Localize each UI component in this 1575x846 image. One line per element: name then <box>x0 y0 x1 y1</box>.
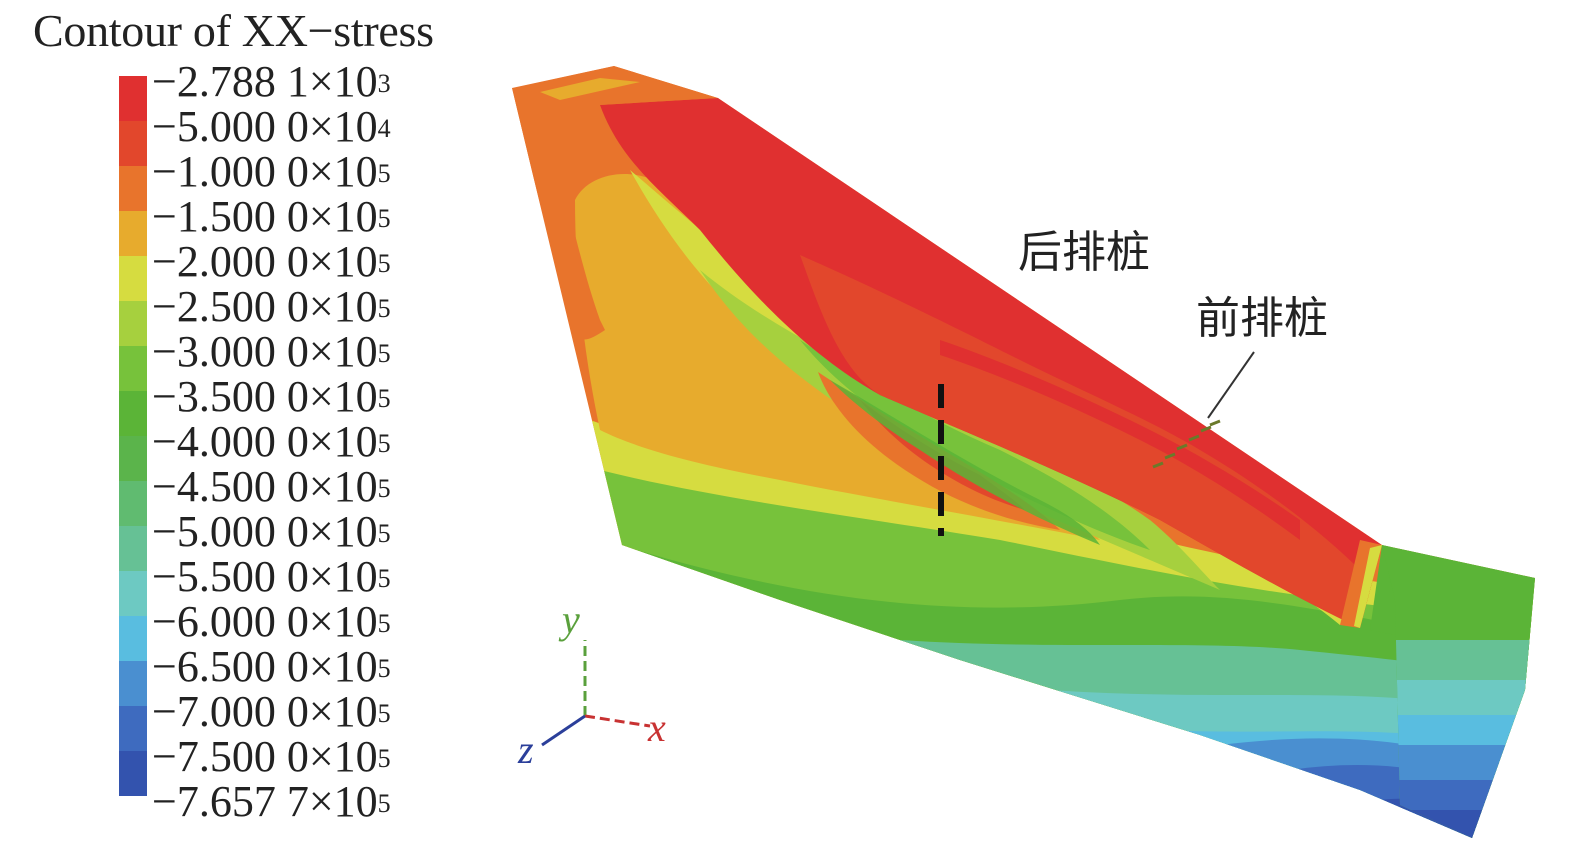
legend-label-mantissa: −7.657 7×10 <box>152 777 378 826</box>
legend-swatch-2 <box>119 166 147 211</box>
legend-label-mantissa: −6.500 0×10 <box>152 642 378 691</box>
front-pile-row <box>1152 419 1221 469</box>
legend-label-2: −1.000 0×105 <box>152 150 391 194</box>
legend-label-mantissa: −1.000 0×10 <box>152 147 378 196</box>
legend-label-mantissa: −6.000 0×10 <box>152 597 378 646</box>
legend-label-11: −5.500 0×105 <box>152 555 391 599</box>
legend-label-12: −6.000 0×105 <box>152 600 391 644</box>
legend-swatch-4 <box>119 256 147 301</box>
legend-labels: −2.788 1×103 −5.000 0×104 −1.000 0×105 −1.5… <box>152 60 472 824</box>
legend-label-exponent: 5 <box>377 564 391 593</box>
legend-label-exponent: 5 <box>377 789 391 818</box>
legend-label-mantissa: −5.500 0×10 <box>152 552 378 601</box>
legend-label-exponent: 5 <box>377 339 391 368</box>
legend-label-exponent: 5 <box>377 159 391 188</box>
legend-label-1: −5.000 0×104 <box>152 105 391 149</box>
legend-swatch-7 <box>119 391 147 436</box>
legend-label-5: −2.500 0×105 <box>152 285 391 329</box>
x-axis-line <box>584 714 651 728</box>
legend-swatch-12 <box>119 616 147 661</box>
legend-label-exponent: 5 <box>377 609 391 638</box>
legend-color-bar <box>119 76 147 796</box>
legend-label-15: −7.500 0×105 <box>152 735 391 779</box>
legend-label-exponent: 5 <box>377 699 391 728</box>
legend-label-exponent: 5 <box>377 744 391 773</box>
legend-label-14: −7.000 0×105 <box>152 690 391 734</box>
axis-x-label: x <box>648 705 666 750</box>
legend-label-mantissa: −5.000 0×10 <box>152 507 378 556</box>
legend-swatch-11 <box>119 571 147 616</box>
legend-label-6: −3.000 0×105 <box>152 330 391 374</box>
front-piles-label: 前排桩 <box>1196 293 1328 344</box>
legend-swatch-13 <box>119 661 147 706</box>
legend-swatch-15 <box>119 751 147 796</box>
legend-label-exponent: 5 <box>377 204 391 233</box>
legend-label-exponent: 5 <box>377 384 391 413</box>
legend-label-10: −5.000 0×105 <box>152 510 391 554</box>
legend-label-exponent: 5 <box>377 294 391 323</box>
legend-label-mantissa: −3.500 0×10 <box>152 372 378 421</box>
legend-label-exponent: 5 <box>377 654 391 683</box>
legend-label-exponent: 5 <box>377 249 391 278</box>
legend-label-mantissa: −5.000 0×10 <box>152 102 378 151</box>
legend-swatch-14 <box>119 706 147 751</box>
legend-label-mantissa: −4.000 0×10 <box>152 417 378 466</box>
axis-z-label: z <box>518 727 534 772</box>
legend-label-9: −4.500 0×105 <box>152 465 391 509</box>
legend-label-exponent: 3 <box>377 69 391 98</box>
legend-label-8: −4.000 0×105 <box>152 420 391 464</box>
legend-label-mantissa: −7.500 0×10 <box>152 732 378 781</box>
legend-label-13: −6.500 0×105 <box>152 645 391 689</box>
legend-label-0: −2.788 1×103 <box>152 60 391 104</box>
legend-label-mantissa: −2.788 1×10 <box>152 57 378 106</box>
legend-label-mantissa: −3.000 0×10 <box>152 327 378 376</box>
legend-label-4: −2.000 0×105 <box>152 240 391 284</box>
legend-label-exponent: 4 <box>377 114 391 143</box>
legend-swatch-3 <box>119 211 147 256</box>
legend-label-exponent: 5 <box>377 519 391 548</box>
legend-label-mantissa: −1.500 0×10 <box>152 192 378 241</box>
legend-label-7: −3.500 0×105 <box>152 375 391 419</box>
legend-swatch-8 <box>119 436 147 481</box>
legend-label-mantissa: −7.000 0×10 <box>152 687 378 736</box>
slope-side-face <box>1382 545 1535 838</box>
legend-swatch-10 <box>119 526 147 571</box>
legend-label-mantissa: −2.000 0×10 <box>152 237 378 286</box>
legend-label-exponent: 5 <box>377 429 391 458</box>
front-pile-leader-line <box>1207 351 1255 419</box>
legend-label-mantissa: −2.500 0×10 <box>152 282 378 331</box>
legend-label-16: −7.657 7×105 <box>152 780 391 824</box>
axes-triad <box>541 640 651 747</box>
rear-piles-label: 后排桩 <box>1018 227 1150 278</box>
legend-swatch-0 <box>119 76 147 121</box>
z-axis-line <box>541 714 586 747</box>
legend-label-exponent: 5 <box>377 474 391 503</box>
legend-label-3: −1.500 0×105 <box>152 195 391 239</box>
figure-title: Contour of XX−stress <box>33 5 434 56</box>
legend-swatch-9 <box>119 481 147 526</box>
legend-label-mantissa: −4.500 0×10 <box>152 462 378 511</box>
axis-y-label: y <box>562 597 580 642</box>
legend-swatch-5 <box>119 301 147 346</box>
legend-swatch-1 <box>119 121 147 166</box>
legend-swatch-6 <box>119 346 147 391</box>
